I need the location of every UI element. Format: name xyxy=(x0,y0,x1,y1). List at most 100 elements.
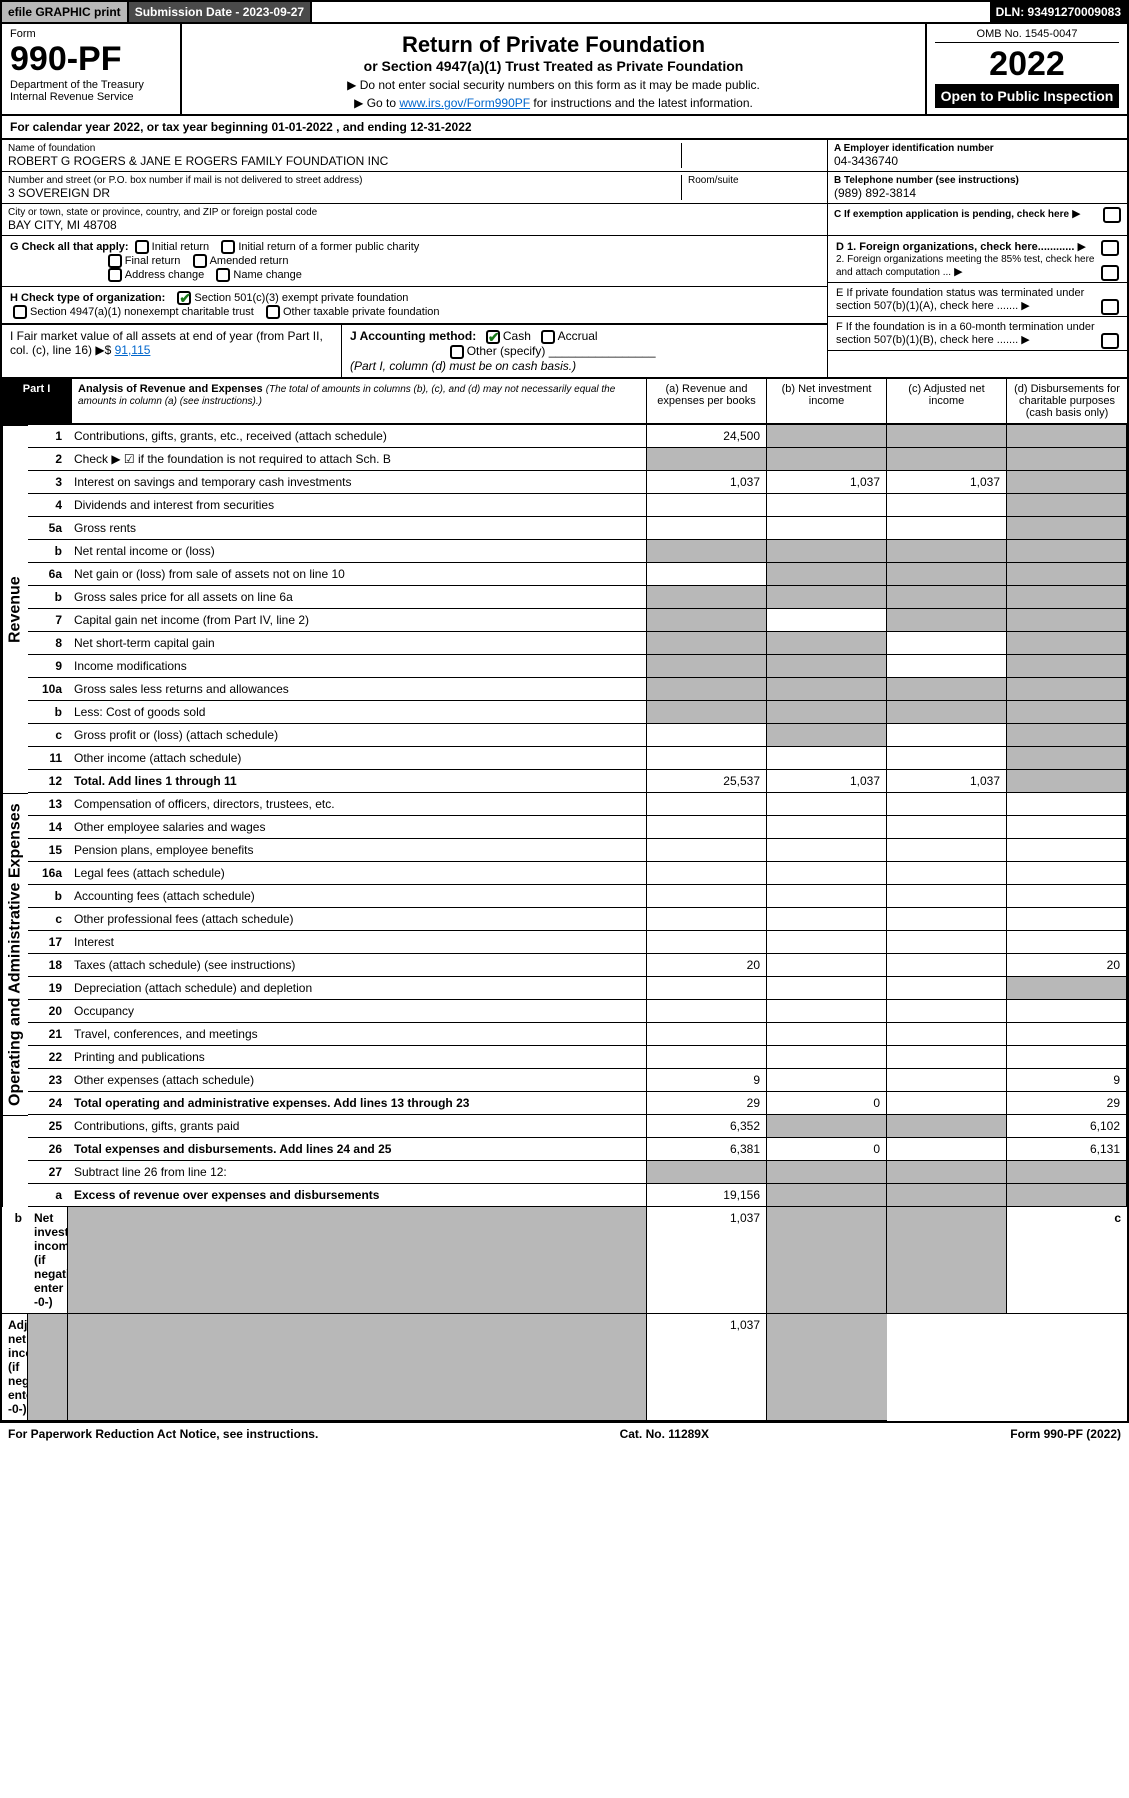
line-25-col-a: 6,352 xyxy=(647,1115,767,1138)
line-4-col-d xyxy=(1007,494,1127,517)
line-21-col-a xyxy=(647,1023,767,1046)
line-14-col-a xyxy=(647,816,767,839)
line-23-no: 23 xyxy=(28,1069,68,1092)
line-4-desc: Dividends and interest from securities xyxy=(68,494,647,517)
g-name-change-checkbox[interactable] xyxy=(216,268,230,282)
line-21-col-d xyxy=(1007,1023,1127,1046)
line-15-col-c xyxy=(887,839,1007,862)
line-24-no: 24 xyxy=(28,1092,68,1115)
line-6a-col-d xyxy=(1007,563,1127,586)
line-b-desc: Net investment income (if negative, ente… xyxy=(28,1207,68,1314)
j-note: (Part I, column (d) must be on cash basi… xyxy=(350,359,576,373)
line-24-col-b: 0 xyxy=(767,1092,887,1115)
g-initial-public-checkbox[interactable] xyxy=(221,240,235,254)
line-5a-no: 5a xyxy=(28,517,68,540)
line-c-col-b xyxy=(767,724,887,747)
d1-label: D 1. Foreign organizations, check here..… xyxy=(836,241,1074,253)
efile-print-button[interactable]: efile GRAPHIC print xyxy=(2,2,129,22)
line-a-col-b xyxy=(767,1184,887,1207)
line-6a-col-a xyxy=(647,563,767,586)
address-label: Number and street (or P.O. box number if… xyxy=(8,175,681,186)
line-20-col-c xyxy=(887,1000,1007,1023)
d1-checkbox[interactable] xyxy=(1101,240,1119,256)
line-6a-col-c xyxy=(887,563,1007,586)
g-initial-return-checkbox[interactable] xyxy=(135,240,149,254)
line-14-col-c xyxy=(887,816,1007,839)
line-3-desc: Interest on savings and temporary cash i… xyxy=(68,471,647,494)
line-9-col-a xyxy=(647,655,767,678)
h-4947-checkbox[interactable] xyxy=(13,305,27,319)
line-6a-no: 6a xyxy=(28,563,68,586)
h-other-taxable-checkbox[interactable] xyxy=(266,305,280,319)
line-22-col-c xyxy=(887,1046,1007,1069)
c-label: C If exemption application is pending, c… xyxy=(834,209,1069,220)
line-18-no: 18 xyxy=(28,954,68,977)
d2-checkbox[interactable] xyxy=(1101,265,1119,281)
f-row: F If the foundation is in a 60-month ter… xyxy=(828,317,1127,351)
line-2-desc: Check ▶ ☑ if the foundation is not requi… xyxy=(68,448,647,471)
fmv-value-link[interactable]: 91,115 xyxy=(115,343,151,357)
line-25-col-b xyxy=(767,1115,887,1138)
line-11-no: 11 xyxy=(28,747,68,770)
ein-label: A Employer identification number xyxy=(834,143,1121,154)
line-19-desc: Depreciation (attach schedule) and deple… xyxy=(68,977,647,1000)
line-b-col-a xyxy=(647,540,767,563)
line-4-no: 4 xyxy=(28,494,68,517)
top-bar: efile GRAPHIC print Submission Date - 20… xyxy=(0,0,1129,24)
g-label: G Check all that apply: xyxy=(10,241,129,253)
j-cash-label: Cash xyxy=(503,329,531,343)
line-b-col-b xyxy=(767,885,887,908)
j-other-checkbox[interactable] xyxy=(450,345,464,359)
line-27-col-b xyxy=(767,1161,887,1184)
f-checkbox[interactable] xyxy=(1101,333,1119,349)
col-a-head: (a) Revenue and expenses per books xyxy=(647,379,767,423)
line-15-no: 15 xyxy=(28,839,68,862)
line-3-col-d xyxy=(1007,471,1127,494)
address-value: 3 SOVEREIGN DR xyxy=(8,186,681,200)
entity-info: Name of foundation ROBERT G ROGERS & JAN… xyxy=(0,140,1129,236)
line-26-col-a: 6,381 xyxy=(647,1138,767,1161)
line-22-no: 22 xyxy=(28,1046,68,1069)
line-8-col-b xyxy=(767,632,887,655)
i-label: I Fair market value of all assets at end… xyxy=(10,329,323,357)
irs-link[interactable]: www.irs.gov/Form990PF xyxy=(399,96,530,110)
instruction-1: ▶ Do not enter social security numbers o… xyxy=(190,78,917,92)
line-23-desc: Other expenses (attach schedule) xyxy=(68,1069,647,1092)
line-19-col-c xyxy=(887,977,1007,1000)
line-5a-col-d xyxy=(1007,517,1127,540)
line-24-col-d: 29 xyxy=(1007,1092,1127,1115)
line-27-no: 27 xyxy=(28,1161,68,1184)
j-label: J Accounting method: xyxy=(350,329,476,343)
line-24-desc: Total operating and administrative expen… xyxy=(68,1092,647,1115)
e-row: E If private foundation status was termi… xyxy=(828,283,1127,317)
line-12-col-c: 1,037 xyxy=(887,770,1007,793)
form-title: Return of Private Foundation xyxy=(190,32,917,58)
line-11-desc: Other income (attach schedule) xyxy=(68,747,647,770)
j-cash-checkbox[interactable] xyxy=(486,330,500,344)
g-opt-4: Address change xyxy=(125,269,205,281)
part1-table: Revenue1Contributions, gifts, grants, et… xyxy=(0,425,1129,1421)
c-checkbox[interactable] xyxy=(1103,207,1121,223)
g-final-return-checkbox[interactable] xyxy=(108,254,122,268)
h-501c3-checkbox[interactable] xyxy=(177,291,191,305)
g-amended-return-checkbox[interactable] xyxy=(193,254,207,268)
col-c-head: (c) Adjusted net income xyxy=(887,379,1007,423)
line-3-no: 3 xyxy=(28,471,68,494)
line-16a-col-b xyxy=(767,862,887,885)
line-12-col-d xyxy=(1007,770,1127,793)
e-checkbox[interactable] xyxy=(1101,299,1119,315)
line-c-col-d xyxy=(767,1314,887,1421)
d-row: D 1. Foreign organizations, check here..… xyxy=(828,236,1127,283)
line-14-desc: Other employee salaries and wages xyxy=(68,816,647,839)
j-accrual-checkbox[interactable] xyxy=(541,330,555,344)
g-address-change-checkbox[interactable] xyxy=(108,268,122,282)
line-24-col-c xyxy=(887,1092,1007,1115)
line-18-desc: Taxes (attach schedule) (see instruction… xyxy=(68,954,647,977)
line-19-no: 19 xyxy=(28,977,68,1000)
line-b-col-d xyxy=(1007,885,1127,908)
line-26-col-c xyxy=(887,1138,1007,1161)
line-14-no: 14 xyxy=(28,816,68,839)
line-5a-col-a xyxy=(647,517,767,540)
line-13-col-c xyxy=(887,793,1007,816)
line-22-col-a xyxy=(647,1046,767,1069)
